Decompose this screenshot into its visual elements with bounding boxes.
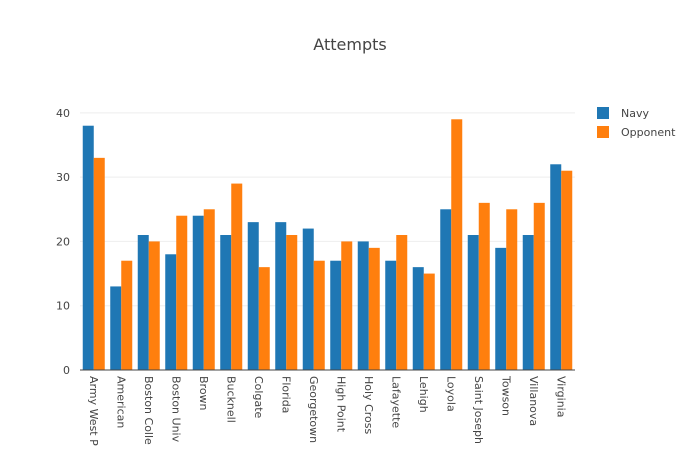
bar-opponent xyxy=(561,170,573,370)
y-tick-label: 30 xyxy=(56,171,70,184)
bar-navy xyxy=(247,222,259,370)
bar-opponent xyxy=(341,241,353,370)
bar-opponent xyxy=(423,273,435,370)
legend: Navy Opponent xyxy=(597,107,676,139)
y-tick-label: 10 xyxy=(56,300,70,313)
bar-opponent xyxy=(313,260,325,370)
bar-opponent xyxy=(176,215,188,370)
x-tick-label: Lehigh xyxy=(417,376,430,413)
x-tick-label: Florida xyxy=(279,376,292,413)
bar-navy xyxy=(330,260,342,370)
bar-opponent xyxy=(93,157,105,370)
bar-opponent xyxy=(368,247,380,370)
legend-swatch xyxy=(597,126,609,138)
bar-opponent xyxy=(478,202,490,370)
series-opponent xyxy=(93,119,573,371)
x-tick-label: Bucknell xyxy=(224,376,237,423)
bar-opponent xyxy=(258,267,270,370)
x-tick-label: Boston Colle xyxy=(142,376,155,445)
y-tick-label: 20 xyxy=(56,235,70,248)
x-tick-label: Brown xyxy=(197,376,210,411)
x-tick-label: Saint Joseph xyxy=(472,376,485,444)
bar-opponent xyxy=(203,209,215,370)
bar-opponent xyxy=(451,119,463,371)
bar-navy xyxy=(110,286,122,370)
x-tick-label: Towson xyxy=(499,375,512,416)
bar-navy xyxy=(165,254,177,370)
bar-navy xyxy=(385,260,397,370)
x-tick-label: Georgetown xyxy=(307,376,320,443)
bar-opponent xyxy=(148,241,160,370)
bar-opponent xyxy=(286,235,298,370)
x-tick-label: Colgate xyxy=(252,376,265,419)
legend-label: Opponent xyxy=(621,126,676,139)
y-axis: 0 10 20 30 40 xyxy=(56,107,70,377)
bar-opponent xyxy=(533,202,545,370)
bar-navy xyxy=(412,267,424,370)
bar-opponent xyxy=(121,260,133,370)
bar-navy xyxy=(220,235,232,370)
bar-navy xyxy=(440,209,452,370)
x-tick-label: Boston Univ xyxy=(169,376,182,443)
x-tick-label: American xyxy=(114,376,127,428)
x-tick-label: Virginia xyxy=(554,376,567,417)
bar-navy xyxy=(550,164,562,370)
bar-navy xyxy=(137,235,149,370)
x-tick-label: High Point xyxy=(334,376,347,433)
bar-navy xyxy=(192,215,204,370)
y-tick-label: 0 xyxy=(63,364,70,377)
x-tick-label: Holy Cross xyxy=(362,376,375,434)
bar-navy xyxy=(467,235,479,370)
x-tick-label: Loyola xyxy=(444,376,457,412)
y-tick-label: 40 xyxy=(56,107,70,120)
x-tick-label: Villanova xyxy=(527,376,540,426)
x-tick-label: Lafayette xyxy=(389,376,402,428)
bar-navy xyxy=(495,247,507,370)
legend-item-navy[interactable]: Navy xyxy=(597,107,649,120)
legend-item-opponent[interactable]: Opponent xyxy=(597,126,676,139)
chart-title: Attempts xyxy=(313,35,386,54)
bar-opponent xyxy=(231,183,243,370)
bar-navy xyxy=(357,241,369,370)
legend-swatch xyxy=(597,107,609,119)
bar-navy xyxy=(302,228,314,370)
bar-navy xyxy=(522,235,534,370)
bar-opponent xyxy=(506,209,518,370)
series-navy xyxy=(82,125,562,370)
bar-navy xyxy=(82,125,94,370)
x-axis: Army West P American Boston Colle Boston Un… xyxy=(87,375,568,446)
y-gridlines xyxy=(80,112,575,307)
x-tick-label: Army West P xyxy=(87,376,100,446)
legend-label: Navy xyxy=(621,107,649,120)
bars xyxy=(82,119,573,371)
bar-navy xyxy=(275,222,287,370)
bar-opponent xyxy=(396,235,408,370)
